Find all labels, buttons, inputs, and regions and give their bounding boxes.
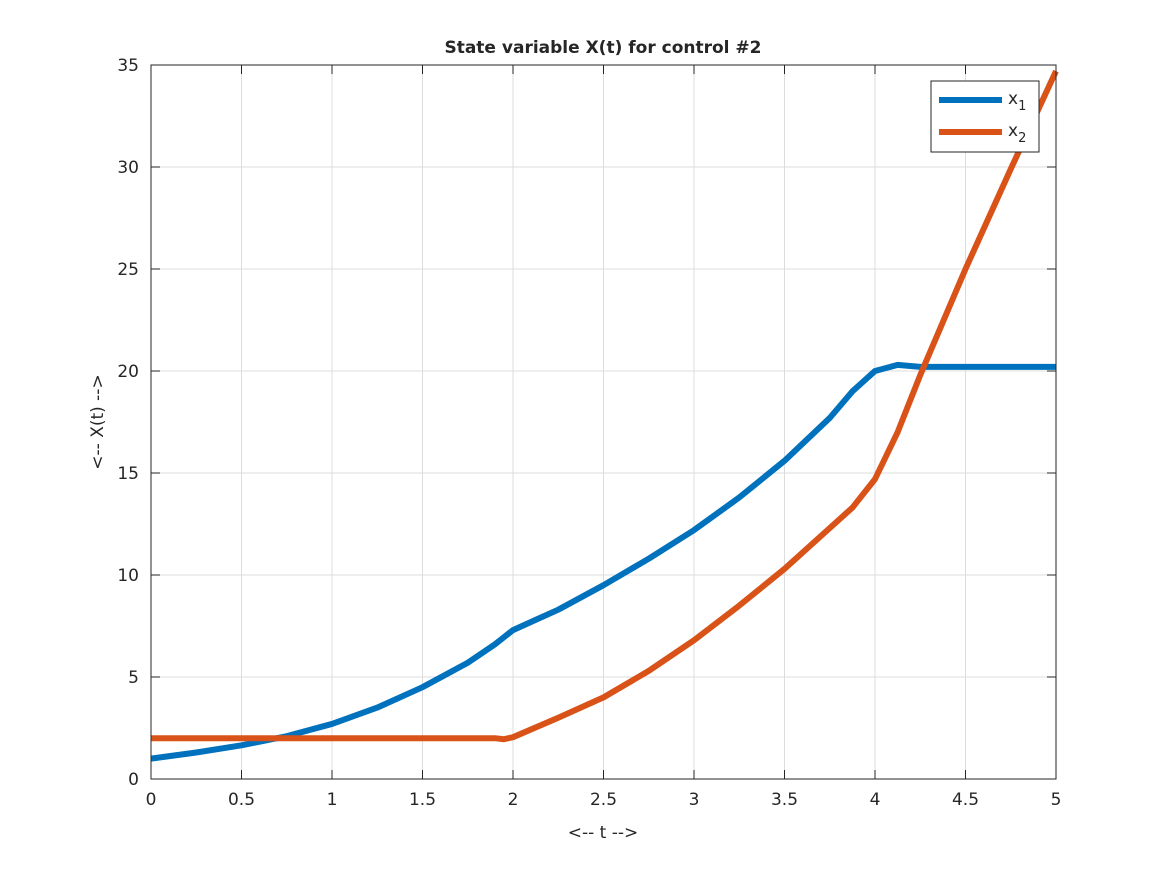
ticks: 0 0.5 1 1.5 2 2.5 3 3.5 4 4.5 5 0 5 10 15 20 25 30 35 [117,56,1061,810]
y-tick-label: 30 [117,158,139,178]
legend-entry-x1: x1 [1008,89,1026,114]
x-tick-label: 1.5 [409,790,436,810]
x-axis-label: <-- t --> [568,823,639,843]
x-tick-label: 3 [689,790,700,810]
series-lines [150,69,1059,762]
y-tick-label: 10 [117,566,139,586]
series-line-x1 [150,361,1056,762]
x-tick-label: 0.5 [228,790,255,810]
series-line-x2 [151,69,1059,743]
x-tick-label: 2 [508,790,519,810]
x-tick-label: 4 [870,790,881,810]
x-tick-label: 2.5 [590,790,617,810]
y-tick-label: 20 [117,362,139,382]
y-tick-label: 0 [128,770,139,790]
y-tick-label: 15 [117,464,139,484]
y-tick-label: 35 [117,56,139,76]
x-tick-label: 1 [327,790,338,810]
x-tick-label: 0 [146,790,157,810]
y-axis-label: <-- X(t) --> [88,374,108,469]
y-tick-label: 25 [117,260,139,280]
x-tick-label: 5 [1051,790,1062,810]
x-tick-label: 3.5 [771,790,798,810]
legend-box [930,80,1040,153]
chart-title: State variable X(t) for control #2 [444,38,761,58]
y-tick-label: 5 [128,668,139,688]
x-tick-label: 4.5 [952,790,979,810]
legend-entry-x2: x2 [1008,121,1026,146]
